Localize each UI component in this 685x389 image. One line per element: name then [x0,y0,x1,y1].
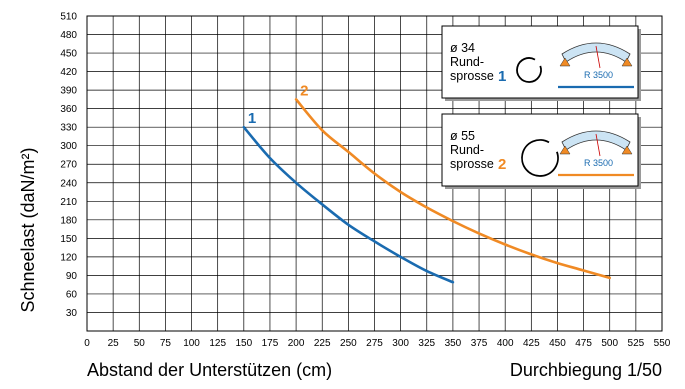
y-tick-label: 450 [60,49,77,60]
series-line-1 [242,125,455,284]
x-tick-label: 525 [628,338,645,349]
x-tick-label: 500 [601,338,618,349]
x-tick-label: 100 [183,338,200,349]
x-tick-label: 250 [340,338,357,349]
radius-label: R 3500 [584,158,613,168]
y-tick-label: 120 [60,252,77,263]
support-right-icon [621,57,633,67]
support-left-icon [559,145,571,155]
y-tick-labels: 30 60 90 120 150 180 210 240 270 300 330 360 390 420 4… [60,12,77,319]
x-tick-label: 400 [497,338,514,349]
y-tick-label: 330 [60,123,77,134]
x-tick-label: 75 [160,338,172,349]
x-tick-label: 325 [418,338,435,349]
x-tick-label: 550 [654,338,671,349]
y-tick-label: 90 [66,271,78,282]
y-tick-label: 60 [66,289,78,300]
x-tick-label: 150 [235,338,252,349]
deflection-label: Durchbiegung 1/50 [510,360,662,380]
x-tick-label: 225 [314,338,331,349]
inset-line2: sprosse [450,69,494,83]
x-tick-label: 175 [262,338,279,349]
inset-line2: sprosse [450,157,494,171]
inset-number: 1 [498,68,506,85]
series-label-2: 2 [300,82,308,99]
inset-line1: Rund- [450,55,484,69]
y-tick-label: 390 [60,86,77,97]
x-tick-label: 200 [288,338,305,349]
y-axis-title: Schneelast (daN/m²) [18,147,38,312]
y-tick-label: 30 [66,308,78,319]
x-tick-label: 300 [392,338,409,349]
y-tick-label: 420 [60,67,77,78]
x-tick-label: 50 [134,338,146,349]
inset-diameter: ø 34 [450,41,475,55]
x-tick-label: 125 [209,338,226,349]
y-tick-label: 150 [60,234,77,245]
y-tick-label: 480 [60,30,77,41]
x-tick-labels: 0 25 50 75 100 125 150 175 200 225 250 275 300 325 350… [84,338,671,349]
y-tick-label: 510 [60,12,77,23]
x-tick-label: 450 [549,338,566,349]
radius-marker [595,133,601,157]
y-tick-label: 360 [60,104,77,115]
inset-diameter: ø 55 [450,129,475,143]
support-right-icon [621,145,633,155]
y-tick-label: 210 [60,197,77,208]
x-tick-label: 350 [445,338,462,349]
x-tick-label: 425 [523,338,540,349]
round-bar-section-icon [521,139,559,177]
x-tick-label: 475 [575,338,592,349]
x-tick-label: 0 [84,338,90,349]
x-tick-label: 375 [471,338,488,349]
y-tick-label: 300 [60,141,77,152]
x-tick-label: 275 [366,338,383,349]
y-tick-label: 240 [60,178,77,189]
radius-label: R 3500 [584,70,613,80]
x-axis-title: Abstand der Unterstützen (cm) [87,360,332,380]
y-tick-label: 270 [60,160,77,171]
series-line-2 [294,98,611,280]
inset-number: 2 [498,156,506,173]
round-bar-section-icon [516,57,542,83]
inset-line1: Rund- [450,143,484,157]
radius-marker [595,45,601,69]
x-tick-label: 25 [108,338,120,349]
series-label-1: 1 [248,110,256,127]
series-layer: 12 [242,82,611,284]
y-tick-label: 180 [60,215,77,226]
support-left-icon [559,57,571,67]
